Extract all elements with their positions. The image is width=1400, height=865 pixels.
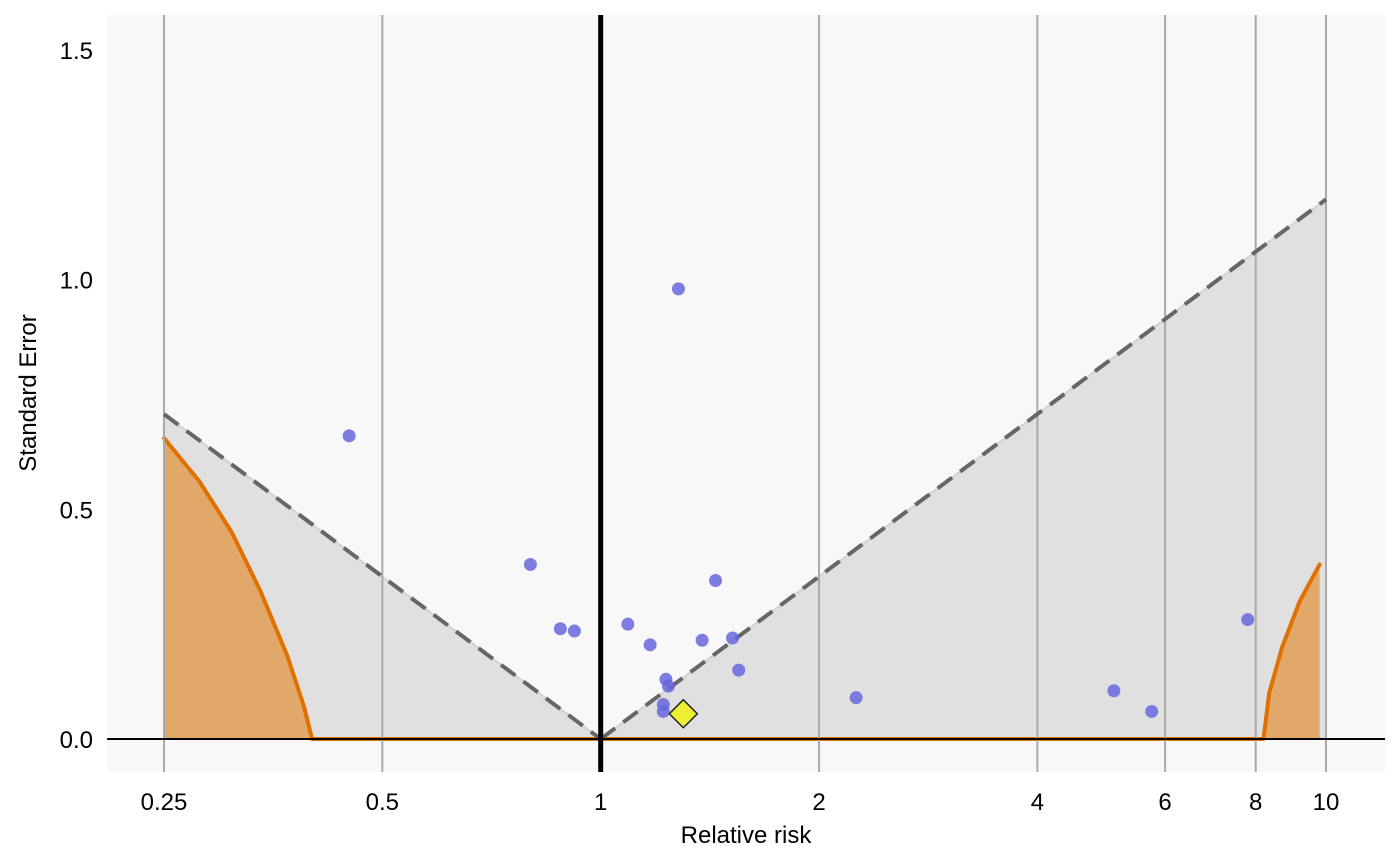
contour-right-fill [1263, 564, 1320, 739]
y-tick-label: 1.5 [60, 38, 93, 65]
x-tick-label: 8 [1249, 789, 1262, 816]
study-point [1107, 684, 1121, 698]
study-point [849, 691, 863, 705]
x-axis-title: Relative risk [681, 822, 813, 849]
funnel-shaded-area [164, 199, 1326, 740]
study-point [643, 638, 657, 652]
study-point [726, 631, 740, 645]
y-tick-labels: 0.0 0.5 1.0 1.5 [60, 38, 93, 754]
contour-left-fill [164, 438, 313, 739]
study-point [1145, 704, 1159, 718]
study-point [671, 282, 685, 296]
contour-right-line [1261, 562, 1322, 741]
study-point [709, 574, 723, 588]
x-tick-label: 4 [1031, 789, 1044, 816]
contour-left-line [162, 436, 315, 741]
x-tick-label: 0.25 [141, 789, 188, 816]
x-tick-label: 0.5 [366, 789, 399, 816]
x-tick-label: 10 [1313, 789, 1340, 816]
vertical-gridlines [163, 15, 1327, 772]
x-tick-label: 6 [1158, 789, 1171, 816]
study-point [1241, 613, 1255, 627]
funnel-dashed-lines [162, 197, 1328, 741]
study-point [656, 698, 670, 712]
study-point [553, 622, 567, 636]
study-points [342, 282, 1255, 718]
study-point [342, 429, 356, 443]
study-point [621, 617, 635, 631]
x-tick-labels: 0.25 0.5 1 2 4 6 8 10 [141, 789, 1340, 816]
study-point [567, 624, 581, 638]
study-point [695, 633, 709, 647]
summary-estimate [668, 698, 699, 729]
dashed-line-left [162, 412, 602, 741]
y-axis-title: Standard Error [15, 314, 42, 471]
x-tick-label: 1 [594, 789, 607, 816]
x-tick-label: 2 [812, 789, 825, 816]
y-tick-label: 1.0 [60, 268, 93, 295]
y-tick-label: 0.0 [60, 727, 93, 754]
dashed-line-right [599, 197, 1328, 741]
study-point [732, 663, 746, 677]
study-point [523, 557, 537, 571]
y-tick-label: 0.5 [60, 497, 93, 524]
summary-diamond [668, 698, 699, 729]
study-point [661, 679, 675, 693]
